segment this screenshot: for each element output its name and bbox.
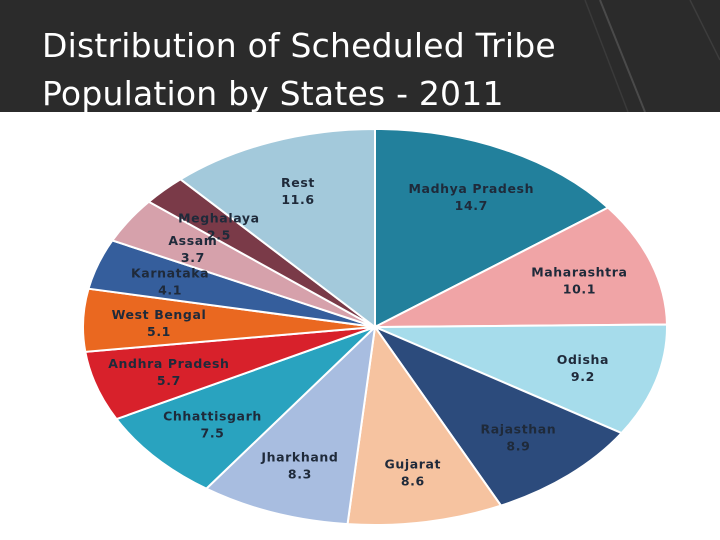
pie-slice-maharashtra — [374, 206, 668, 328]
slice-value-assam: 3.7 — [181, 250, 205, 265]
pie-chart: Madhya Pradesh 14.7 Maharashtra 10.1 Odisha 9… — [82, 127, 668, 526]
slice-value-meghalaya: 2.5 — [207, 228, 231, 243]
slice-label-rest: Rest — [281, 175, 315, 190]
pie-slice-rest — [178, 127, 376, 330]
slice-value-gujarat: 8.6 — [401, 473, 425, 488]
slice-label-gujarat: Gujarat — [384, 456, 441, 471]
slice-label-odisha: Odisha — [557, 352, 609, 367]
slice-label-madhya-pradesh: Madhya Pradesh — [409, 181, 535, 196]
pie-slice-chhattisgarh — [114, 326, 376, 490]
slice-label-jharkhand: Jharkhand — [260, 449, 338, 464]
pie-slice-madhya-pradesh — [374, 127, 610, 329]
slice-value-chhattisgarh: 7.5 — [201, 426, 225, 441]
slice-value-andhra-pradesh: 5.7 — [157, 373, 181, 388]
slice-label-maharashtra: Maharashtra — [531, 265, 627, 280]
slice-value-karnataka: 4.1 — [158, 282, 182, 297]
slide-title-line-2: Population by States - 2011 — [42, 74, 504, 113]
slice-label-meghalaya: Meghalaya — [178, 211, 260, 226]
slice-label-assam: Assam — [168, 233, 217, 248]
slice-value-odisha: 9.2 — [571, 369, 595, 384]
slice-value-rest: 11.6 — [281, 192, 314, 207]
slice-value-jharkhand: 8.3 — [288, 466, 312, 481]
slide-title: Distribution of Scheduled Tribe Populati… — [42, 22, 682, 118]
pie-slice-jharkhand — [204, 324, 377, 526]
pie-slice-rajasthan — [372, 324, 624, 507]
slice-value-maharashtra: 10.1 — [563, 282, 596, 297]
chart-panel: Madhya Pradesh 14.7 Maharashtra 10.1 Odisha 9… — [0, 112, 720, 540]
slide-title-line-1: Distribution of Scheduled Tribe — [42, 26, 556, 65]
pie-slice-gujarat — [346, 324, 503, 526]
slice-value-west-bengal: 5.1 — [147, 324, 171, 339]
pie-slice-odisha — [374, 323, 668, 435]
slice-value-rajasthan: 8.9 — [506, 439, 530, 454]
slice-label-west-bengal: West Bengal — [112, 307, 207, 322]
slice-label-chhattisgarh: Chhattisgarh — [163, 409, 262, 424]
slice-label-rajasthan: Rajasthan — [480, 422, 556, 437]
slice-label-andhra-pradesh: Andhra Pradesh — [108, 356, 229, 371]
slice-value-madhya-pradesh: 14.7 — [455, 198, 488, 213]
slice-label-karnataka: Karnataka — [131, 265, 209, 280]
